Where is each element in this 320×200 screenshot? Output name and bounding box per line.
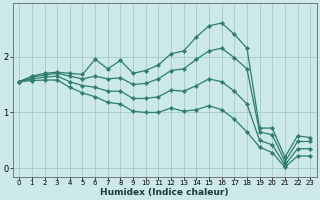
X-axis label: Humidex (Indice chaleur): Humidex (Indice chaleur) <box>100 188 229 197</box>
